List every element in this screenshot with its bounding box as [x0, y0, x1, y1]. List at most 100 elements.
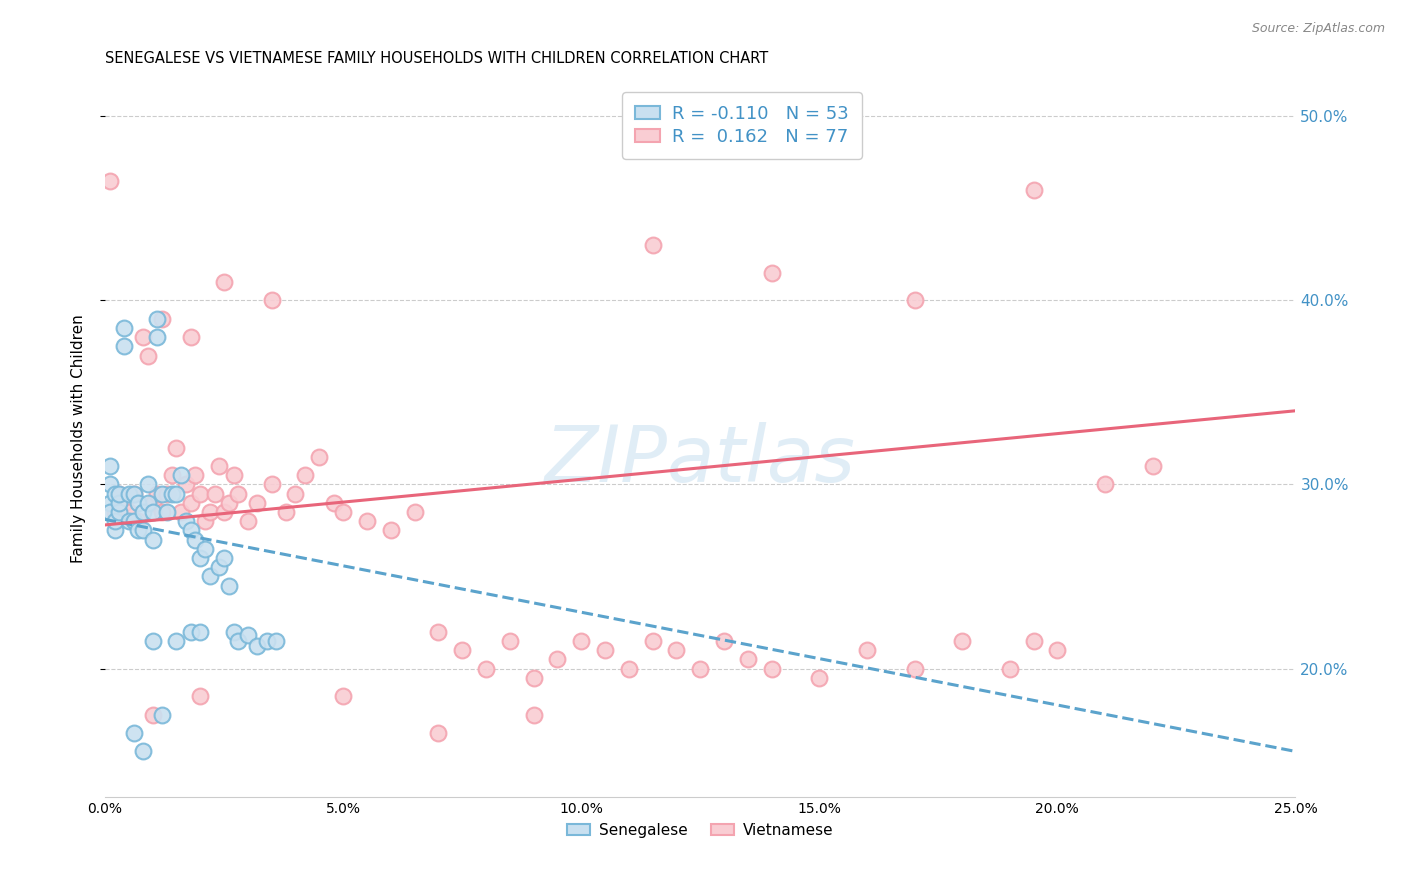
Point [160, 486, 183, 500]
Point [356, 514, 378, 528]
Point [308, 450, 330, 464]
Point [194, 541, 217, 556]
Point [142, 634, 165, 648]
Point [118, 486, 141, 500]
Point [569, 634, 592, 648]
Point [1022, 183, 1045, 197]
Point [146, 311, 169, 326]
Point [165, 441, 187, 455]
Point [1022, 634, 1045, 648]
Point [546, 652, 568, 666]
Point [98, 477, 121, 491]
Point [198, 569, 221, 583]
Point [174, 514, 197, 528]
Point [180, 624, 202, 639]
Point [1046, 643, 1069, 657]
Point [236, 514, 259, 528]
Point [228, 486, 250, 500]
Point [98, 496, 121, 510]
Point [150, 707, 173, 722]
Point [808, 671, 831, 685]
Point [146, 330, 169, 344]
Point [150, 505, 173, 519]
Point [713, 634, 735, 648]
Point [132, 330, 155, 344]
Point [156, 505, 179, 519]
Point [246, 496, 269, 510]
Point [1094, 477, 1116, 491]
Point [260, 293, 283, 308]
Point [142, 496, 165, 510]
Text: ZIPatlas: ZIPatlas [544, 422, 856, 498]
Point [122, 486, 145, 500]
Text: SENEGALESE VS VIETNAMESE FAMILY HOUSEHOLDS WITH CHILDREN CORRELATION CHART: SENEGALESE VS VIETNAMESE FAMILY HOUSEHOL… [105, 51, 768, 66]
Point [332, 505, 354, 519]
Point [118, 505, 141, 519]
Point [212, 551, 235, 566]
Point [132, 524, 155, 538]
Point [761, 662, 783, 676]
Point [737, 652, 759, 666]
Point [522, 707, 544, 722]
Point [204, 486, 226, 500]
Point [188, 486, 211, 500]
Point [184, 533, 207, 547]
Point [103, 514, 125, 528]
Point [150, 486, 173, 500]
Point [856, 643, 879, 657]
Point [136, 496, 159, 510]
Point [188, 551, 211, 566]
Point [617, 662, 640, 676]
Point [180, 524, 202, 538]
Point [404, 505, 426, 519]
Point [260, 477, 283, 491]
Point [146, 486, 169, 500]
Point [208, 560, 231, 574]
Point [112, 496, 135, 510]
Point [322, 496, 344, 510]
Point [103, 505, 125, 519]
Point [136, 349, 159, 363]
Point [150, 311, 173, 326]
Point [108, 486, 131, 500]
Point [761, 266, 783, 280]
Legend: Senegalese, Vietnamese: Senegalese, Vietnamese [561, 816, 839, 844]
Point [274, 505, 297, 519]
Point [212, 275, 235, 289]
Point [641, 238, 664, 252]
Point [332, 689, 354, 703]
Point [950, 634, 973, 648]
Point [1142, 458, 1164, 473]
Point [142, 707, 165, 722]
Point [198, 505, 221, 519]
Point [122, 514, 145, 528]
Point [108, 505, 131, 519]
Point [641, 634, 664, 648]
Point [127, 524, 149, 538]
Point [689, 662, 711, 676]
Point [903, 293, 925, 308]
Point [142, 505, 165, 519]
Point [218, 496, 240, 510]
Point [103, 524, 125, 538]
Point [122, 726, 145, 740]
Point [122, 486, 145, 500]
Point [98, 458, 121, 473]
Point [212, 505, 235, 519]
Point [142, 533, 165, 547]
Point [236, 628, 259, 642]
Point [170, 505, 193, 519]
Point [112, 321, 135, 335]
Point [170, 468, 193, 483]
Point [127, 514, 149, 528]
Point [118, 514, 141, 528]
Point [188, 624, 211, 639]
Point [180, 496, 202, 510]
Point [108, 496, 131, 510]
Point [246, 640, 269, 654]
Text: Source: ZipAtlas.com: Source: ZipAtlas.com [1251, 22, 1385, 36]
Point [165, 634, 187, 648]
Point [160, 468, 183, 483]
Point [665, 643, 688, 657]
Point [998, 662, 1021, 676]
